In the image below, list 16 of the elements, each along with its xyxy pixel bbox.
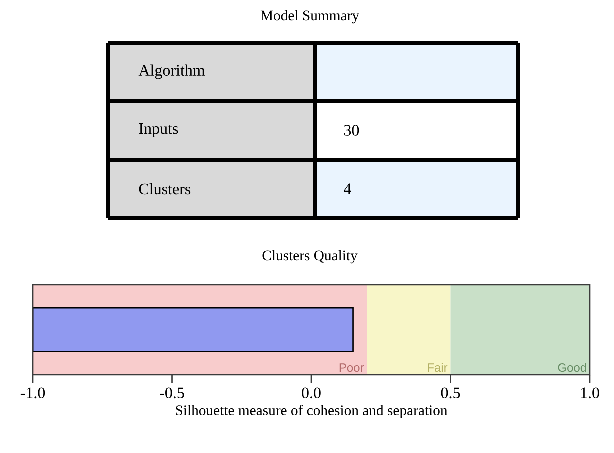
- x-tick-label: -1.0: [20, 388, 46, 399]
- band-label: Good: [558, 363, 586, 372]
- x-tick-label: 1.0: [581, 388, 600, 399]
- x-tick-label: 0.0: [302, 388, 321, 399]
- text: 30: [344, 125, 360, 136]
- text: Algorithm: [138, 64, 206, 80]
- text: Inputs: [139, 124, 178, 138]
- band-label: Fair: [428, 363, 448, 372]
- text: Clusters: [139, 183, 191, 195]
- text: 4: [344, 184, 352, 194]
- text: Model Summary: [260, 10, 360, 24]
- x-tick-label: 0.5: [441, 388, 460, 399]
- band-label: Poor: [340, 364, 364, 372]
- chart-title: Clusters Quality: [262, 250, 358, 264]
- x-axis-title: Silhouette measure of cohesion and separation: [176, 405, 448, 418]
- x-tick-label: -0.5: [160, 388, 184, 399]
